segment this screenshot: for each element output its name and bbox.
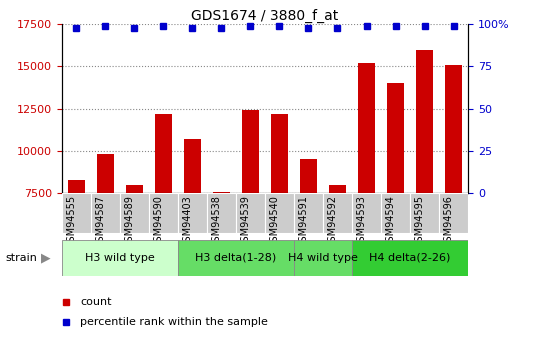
Text: GSM94596: GSM94596: [443, 195, 454, 248]
Text: GSM94589: GSM94589: [124, 195, 134, 248]
Bar: [183, 139, 201, 320]
Bar: [416, 49, 433, 320]
Text: GSM94592: GSM94592: [328, 195, 337, 248]
Text: percentile rank within the sample: percentile rank within the sample: [80, 317, 268, 327]
Text: GSM94591: GSM94591: [299, 195, 308, 248]
Bar: [68, 180, 85, 320]
Bar: [178, 240, 294, 276]
Text: GSM94538: GSM94538: [211, 195, 222, 248]
Bar: [323, 193, 352, 233]
Text: H4 wild type: H4 wild type: [288, 253, 358, 263]
Text: GSM94590: GSM94590: [153, 195, 164, 248]
Bar: [381, 193, 410, 233]
Bar: [120, 193, 149, 233]
Bar: [242, 110, 259, 320]
Text: GSM94593: GSM94593: [357, 195, 366, 248]
Bar: [236, 193, 265, 233]
Bar: [62, 240, 178, 276]
Bar: [97, 154, 114, 320]
Bar: [149, 193, 178, 233]
Bar: [294, 240, 352, 276]
Bar: [352, 240, 468, 276]
Bar: [439, 193, 468, 233]
Bar: [91, 193, 120, 233]
Bar: [213, 191, 230, 320]
Bar: [126, 185, 143, 320]
Text: GSM94595: GSM94595: [415, 195, 424, 248]
Text: GSM94555: GSM94555: [66, 195, 76, 248]
Bar: [207, 193, 236, 233]
Text: GSM94403: GSM94403: [182, 195, 193, 248]
Bar: [387, 83, 404, 320]
Bar: [155, 114, 172, 320]
Text: ▶: ▶: [41, 252, 51, 264]
Bar: [294, 193, 323, 233]
Bar: [62, 193, 91, 233]
Bar: [271, 114, 288, 320]
Text: GSM94540: GSM94540: [270, 195, 279, 248]
Bar: [410, 193, 439, 233]
Bar: [329, 185, 346, 320]
Bar: [265, 193, 294, 233]
Text: GSM94594: GSM94594: [386, 195, 395, 248]
Text: GSM94587: GSM94587: [95, 195, 105, 248]
Text: H4 delta(2-26): H4 delta(2-26): [370, 253, 451, 263]
Title: GDS1674 / 3880_f_at: GDS1674 / 3880_f_at: [192, 9, 338, 23]
Text: GSM94539: GSM94539: [240, 195, 251, 248]
Bar: [352, 193, 381, 233]
Text: H3 delta(1-28): H3 delta(1-28): [195, 253, 277, 263]
Text: H3 wild type: H3 wild type: [85, 253, 155, 263]
Bar: [358, 63, 375, 320]
Bar: [300, 159, 317, 320]
Text: count: count: [80, 297, 112, 307]
Bar: [445, 65, 462, 320]
Bar: [178, 193, 207, 233]
Text: strain: strain: [5, 253, 37, 263]
